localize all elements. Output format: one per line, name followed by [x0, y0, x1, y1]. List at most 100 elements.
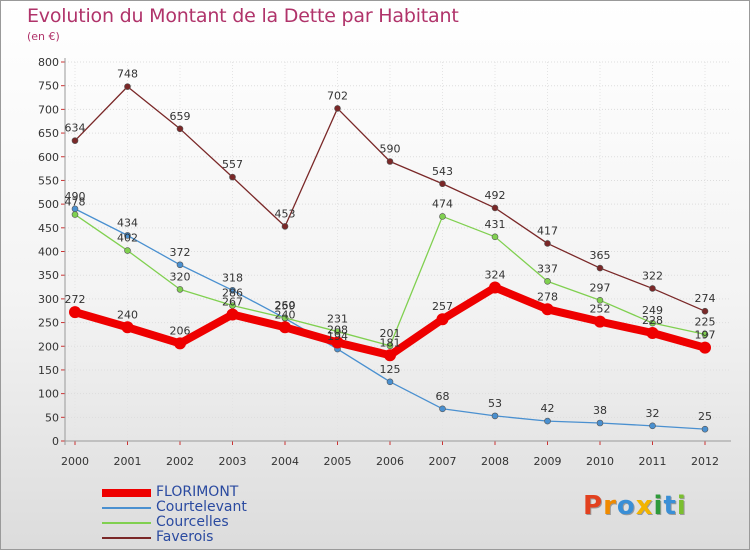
x-tick-label: 2000 [61, 455, 89, 468]
data-point-courtelevant [229, 287, 236, 294]
data-point-courtelevant [544, 417, 551, 425]
x-tick-label: 2006 [376, 455, 404, 468]
x-tick-label: 2002 [166, 455, 194, 468]
logo-letter: i [676, 491, 687, 521]
logo-letter: i [653, 491, 664, 521]
data-label-courtelevant: 125 [380, 363, 401, 376]
data-point-florimont [436, 313, 449, 326]
data-label-courtelevant: 42 [541, 402, 555, 415]
data-point-faverois [71, 137, 79, 144]
x-tick-label: 2003 [219, 455, 247, 468]
data-point-faverois [596, 264, 604, 272]
data-label-courcelles: 249 [642, 304, 663, 317]
x-tick-label: 2009 [534, 455, 562, 468]
data-point-faverois [176, 125, 184, 133]
legend-label: FLORIMONT [156, 484, 239, 500]
data-point-courcelles [334, 328, 341, 335]
data-point-faverois [439, 180, 446, 188]
data-label-courcelles: 320 [170, 270, 191, 283]
data-label-florimont: 278 [537, 290, 558, 303]
data-label-courcelles: 337 [537, 262, 558, 275]
data-point-courcelles [649, 319, 656, 327]
logo-letter: r [603, 491, 617, 521]
y-tick-label: 500 [38, 198, 59, 211]
data-label-faverois: 590 [380, 142, 401, 155]
data-point-florimont [541, 303, 554, 316]
data-point-florimont [384, 349, 396, 362]
data-point-courcelles [71, 211, 79, 218]
data-label-courtelevant: 194 [327, 330, 348, 343]
data-label-faverois: 322 [642, 269, 663, 282]
data-point-faverois [649, 285, 656, 292]
data-point-florimont [331, 336, 344, 349]
data-label-courcelles: 297 [590, 281, 611, 294]
legend-swatch [102, 537, 151, 539]
data-label-florimont: 181 [380, 336, 401, 349]
data-point-courcelles [491, 233, 499, 241]
data-point-florimont [121, 321, 134, 334]
legend-label: Courtelevant [156, 499, 247, 515]
data-label-courtelevant: 259 [275, 299, 296, 312]
legend-label: Courcelles [156, 514, 229, 530]
logo-letter: t [663, 491, 677, 521]
data-point-courcelles [544, 278, 551, 285]
data-label-florimont: 272 [65, 293, 86, 306]
y-tick-label: 100 [38, 388, 59, 401]
data-point-faverois [229, 173, 236, 181]
y-tick-label: 550 [38, 174, 59, 187]
data-label-courtelevant: 434 [117, 216, 138, 229]
data-point-faverois [491, 204, 499, 212]
data-label-courcelles: 431 [485, 218, 506, 231]
data-label-courcelles: 402 [117, 232, 138, 245]
data-label-courtelevant: 53 [488, 397, 502, 410]
data-point-florimont [594, 315, 606, 328]
data-label-florimont: 257 [432, 300, 453, 313]
x-tick-label: 2008 [481, 455, 509, 468]
y-tick-label: 0 [52, 435, 59, 448]
data-label-faverois: 274 [695, 292, 716, 305]
logo-letter: x [635, 491, 654, 521]
data-label-courtelevant: 372 [170, 246, 191, 259]
data-point-florimont [279, 321, 291, 334]
x-tick-label: 2004 [271, 455, 299, 468]
data-point-courcelles [281, 314, 289, 322]
data-label-courcelles: 260 [275, 299, 296, 312]
data-point-courtelevant [649, 422, 656, 430]
data-label-courtelevant: 25 [698, 410, 712, 423]
legend-label: Faverois [156, 529, 214, 545]
series-line-courtelevant [74, 208, 706, 430]
data-point-faverois [281, 223, 289, 230]
data-label-courtelevant: 318 [222, 271, 243, 284]
data-label-courcelles: 231 [327, 313, 348, 326]
chart-title: Evolution du Montant de la Dette par Hab… [27, 5, 459, 27]
data-point-faverois [386, 158, 394, 165]
data-label-courcelles: 225 [695, 315, 716, 328]
x-tick-label: 2011 [639, 455, 667, 468]
x-tick-label: 2005 [324, 455, 352, 468]
data-label-faverois: 634 [65, 122, 86, 135]
data-point-florimont [174, 337, 186, 350]
data-label-florimont: 197 [695, 329, 716, 342]
data-point-florimont [489, 281, 501, 294]
y-tick-label: 400 [38, 246, 59, 259]
data-label-florimont: 208 [327, 323, 348, 336]
logo-letter: P [583, 491, 604, 521]
y-tick-label: 700 [38, 103, 59, 116]
data-point-courtelevant [124, 232, 131, 239]
data-point-florimont [69, 306, 81, 319]
chart-subtitle: (en €) [27, 30, 60, 43]
y-tick-label: 800 [38, 56, 59, 69]
logo-letter: o [616, 491, 636, 521]
data-point-courcelles [439, 213, 446, 220]
data-label-courcelles: 474 [432, 197, 453, 210]
data-label-faverois: 365 [590, 249, 611, 262]
data-point-courcelles [229, 302, 236, 309]
y-tick-label: 50 [45, 411, 59, 424]
data-point-courcelles [596, 296, 604, 304]
proxiti-logo: Proxiti [583, 491, 687, 521]
data-point-courtelevant [701, 425, 709, 433]
x-tick-label: 2001 [114, 455, 142, 468]
data-label-faverois: 543 [432, 165, 453, 178]
